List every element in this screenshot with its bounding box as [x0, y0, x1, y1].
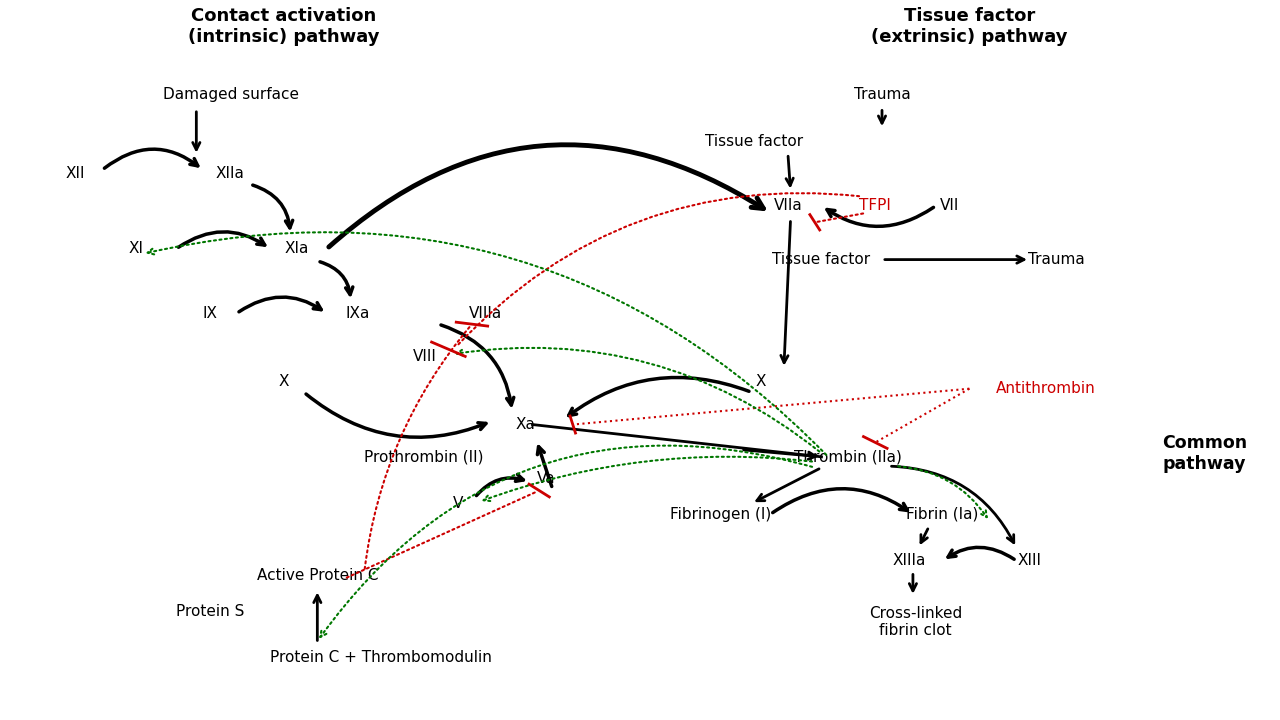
Text: Antithrombin: Antithrombin [996, 381, 1096, 396]
Text: VIIa: VIIa [773, 198, 803, 213]
Text: XIII: XIII [1018, 554, 1042, 568]
Text: V: V [453, 496, 463, 511]
Text: Xa: Xa [516, 417, 535, 432]
Text: XI: XI [128, 241, 143, 256]
Text: XIIa: XIIa [215, 166, 244, 181]
FancyArrowPatch shape [818, 213, 863, 222]
Text: Fibrinogen (I): Fibrinogen (I) [669, 507, 772, 522]
Text: VII: VII [940, 198, 959, 213]
Text: Active Protein C: Active Protein C [256, 567, 378, 582]
Text: XIIIa: XIIIa [892, 554, 925, 568]
Text: Damaged surface: Damaged surface [163, 87, 298, 102]
Text: TFPI: TFPI [859, 198, 891, 213]
FancyArrowPatch shape [365, 326, 470, 569]
Text: Prothrombin (II): Prothrombin (II) [365, 449, 484, 464]
Text: Trauma: Trauma [1028, 252, 1085, 267]
Text: VIII: VIII [413, 349, 436, 364]
FancyArrowPatch shape [458, 193, 859, 345]
Text: Fibrin (Ia): Fibrin (Ia) [906, 507, 979, 522]
Text: Thrombin (IIa): Thrombin (IIa) [795, 449, 902, 464]
Text: X: X [279, 374, 289, 389]
Text: XIa: XIa [285, 241, 310, 256]
Text: Common
pathway: Common pathway [1162, 434, 1247, 472]
Text: Trauma: Trauma [854, 87, 910, 102]
FancyArrowPatch shape [347, 492, 536, 577]
Text: Protein S: Protein S [177, 603, 244, 618]
Text: Contact activation
(intrinsic) pathway: Contact activation (intrinsic) pathway [188, 7, 379, 46]
Text: IXa: IXa [346, 306, 370, 321]
Text: X: X [755, 374, 767, 389]
Text: Tissue factor: Tissue factor [705, 134, 804, 149]
Text: Tissue factor
(extrinsic) pathway: Tissue factor (extrinsic) pathway [872, 7, 1068, 46]
Text: Protein C + Thrombomodulin: Protein C + Thrombomodulin [270, 650, 492, 665]
Text: Va: Va [536, 471, 556, 486]
Text: Tissue factor: Tissue factor [772, 252, 870, 267]
Text: VIIIa: VIIIa [468, 306, 502, 321]
Text: XII: XII [65, 166, 84, 181]
Text: Cross-linked
fibrin clot: Cross-linked fibrin clot [869, 606, 963, 638]
Text: IX: IX [202, 306, 218, 321]
